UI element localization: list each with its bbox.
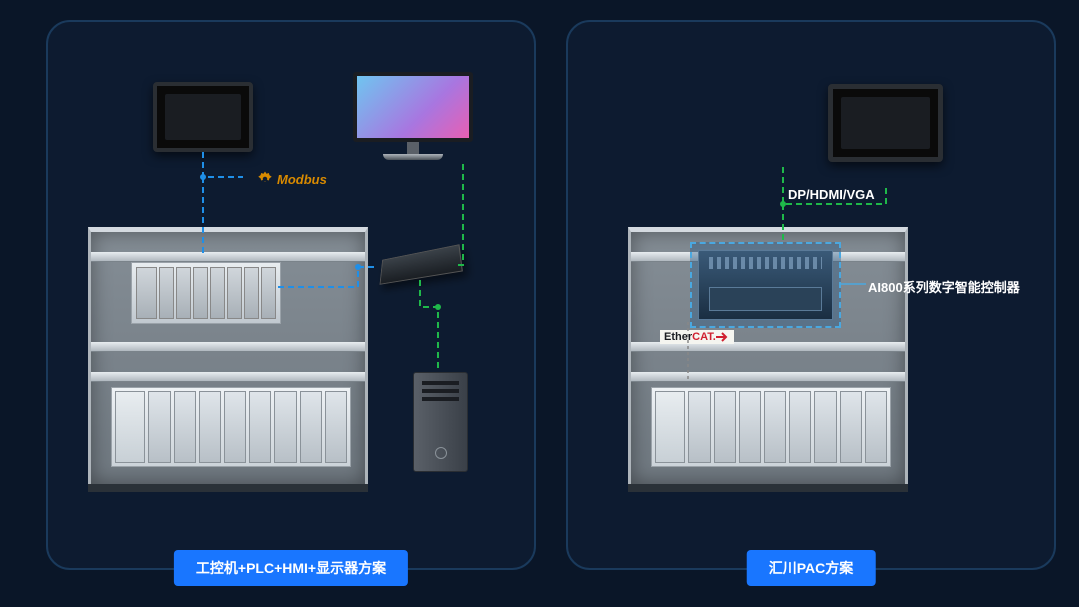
io-rack-right — [651, 387, 891, 467]
ethercat-text-cat: CAT. — [692, 331, 716, 343]
io-rack-left — [111, 387, 351, 467]
ai800-callout-label: AI800系列数字智能控制器 — [868, 277, 1020, 296]
tower-pc — [413, 372, 468, 472]
right-monitor — [828, 84, 943, 162]
ipc-box — [380, 244, 463, 285]
plc-rack — [131, 262, 281, 324]
left-panel: Modbus 工控机+PLC+HMI+显示器方案 — [46, 20, 536, 570]
left-cabinet — [88, 227, 368, 487]
modbus-text: Modbus — [277, 172, 327, 187]
ethercat-text-ether: Ether — [664, 331, 692, 343]
left-panel-tag: 工控机+PLC+HMI+显示器方案 — [174, 550, 408, 586]
ethercat-label: EtherCAT. — [660, 330, 734, 344]
ai800-highlight-box — [690, 242, 841, 328]
ai800-controller — [698, 250, 833, 320]
right-panel-tag: 汇川PAC方案 — [747, 550, 876, 586]
right-panel: DP/HDMI/VGA EtherCAT. AI800系列数字智能控制器 汇川P… — [566, 20, 1056, 570]
ethercat-arrow-icon — [716, 332, 730, 342]
modbus-gear-icon — [256, 170, 274, 188]
hmi-device — [153, 82, 253, 152]
modbus-label: Modbus — [256, 170, 327, 188]
desktop-monitor — [353, 72, 473, 167]
dp-hdmi-vga-label: DP/HDMI/VGA — [788, 187, 875, 202]
